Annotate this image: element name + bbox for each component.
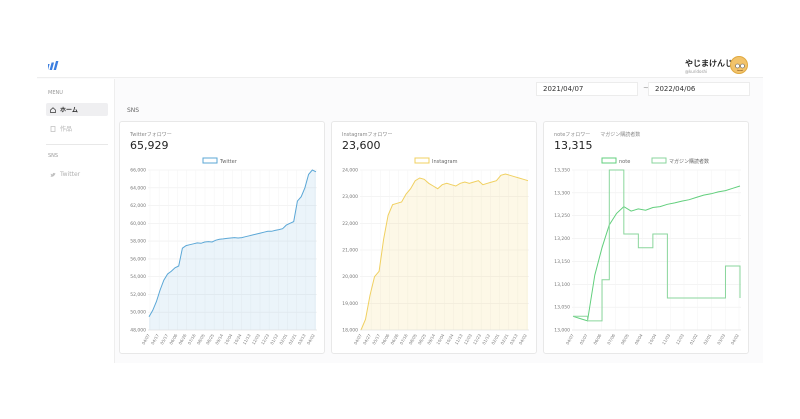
twitter-icon (50, 172, 56, 178)
note-card: noteフォロワー マガジン購読者数 13,315 note マガジン購読者数 13… (543, 121, 749, 354)
sidebar-item-label: ホーム (60, 105, 78, 114)
sidebar-divider (46, 144, 108, 145)
y-tick-label: 13,350 (554, 168, 570, 174)
start-date-input[interactable]: 2021/04/07 (536, 82, 638, 96)
instagram-chart: Instagram 24,000 23,000 22,000 21,000 20,000 1… (332, 122, 538, 355)
series-area (361, 174, 528, 330)
y-tick-label: 13,100 (554, 282, 570, 288)
user-name: やじまけんじ (685, 58, 733, 69)
top-bar (37, 48, 763, 78)
end-date-input[interactable]: 2022/04/06 (648, 82, 750, 96)
sidebar-item-label: Twitter (60, 171, 80, 178)
sidebar-item-home[interactable]: ホーム (46, 103, 108, 116)
x-tick-label: 04/07 (565, 333, 575, 346)
x-tick-label: 02/01 (702, 333, 712, 346)
avatar[interactable] (730, 56, 748, 74)
y-tick-label: 54,000 (130, 274, 146, 280)
y-tick-label: 13,050 (554, 305, 570, 311)
home-icon (50, 107, 56, 113)
avatar-face-icon (731, 57, 749, 75)
sns-label: SNS (48, 153, 58, 159)
legend-swatch[interactable] (652, 158, 666, 163)
y-tick-label: 64,000 (130, 185, 146, 191)
legend-swatch[interactable] (602, 158, 616, 163)
y-tick-label: 13,000 (554, 328, 570, 334)
y-tick-label: 56,000 (130, 256, 146, 262)
y-tick-label: 60,000 (130, 221, 146, 227)
user-handle: @kuridoshi (685, 69, 707, 74)
bars-logo-icon[interactable] (48, 61, 60, 70)
menu-label: MENU (48, 90, 63, 96)
x-tick-label: 04/02 (730, 333, 740, 346)
twitter-chart: Twitter 66,000 64,000 62,000 60,000 58,000 56,… (120, 122, 326, 355)
y-tick-label: 13,200 (554, 236, 570, 242)
y-tick-label: 24,000 (342, 168, 358, 174)
x-tick-label: 01/02 (689, 333, 699, 346)
x-tick-label: 10/04 (647, 333, 657, 346)
sidebar-item-twitter[interactable]: Twitter (46, 168, 108, 181)
y-tick-label: 18,000 (342, 328, 358, 334)
y-tick-label: 58,000 (130, 239, 146, 245)
y-tick-label: 20,000 (342, 274, 358, 280)
y-tick-label: 50,000 (130, 310, 146, 316)
instagram-card: Instagramフォロワー 23,600 Instagram 24,000 23,… (331, 121, 537, 354)
x-tick-label: 11/03 (661, 333, 671, 346)
sidebar-item-works[interactable]: 作品 (46, 122, 108, 135)
x-tick-label: 04/02 (306, 333, 316, 346)
x-tick-label: 08/05 (620, 333, 630, 346)
legend-label[interactable]: Twitter (219, 159, 238, 165)
y-tick-label: 13,300 (554, 190, 570, 196)
x-tick-label: 03/03 (716, 333, 726, 346)
x-tick-label: 04/02 (518, 333, 528, 346)
legend-swatch[interactable] (203, 158, 217, 163)
y-tick-label: 13,250 (554, 213, 570, 219)
twitter-card: Twitterフォロワー 65,929 Twitter 66,000 64,000 6… (119, 121, 325, 354)
y-tick-label: 22,000 (342, 221, 358, 227)
x-tick-label: 12/03 (675, 333, 685, 346)
sidebar-item-label: 作品 (60, 124, 72, 133)
doc-icon (50, 126, 56, 132)
x-tick-label: 05/07 (579, 333, 589, 346)
x-tick-label: 06/06 (592, 333, 602, 346)
legend-label[interactable]: マガジン購読者数 (669, 158, 709, 165)
x-tick-label: 07/06 (606, 333, 616, 346)
y-tick-label: 66,000 (130, 168, 146, 174)
y-tick-label: 62,000 (130, 203, 146, 209)
y-tick-label: 52,000 (130, 292, 146, 298)
legend-swatch[interactable] (415, 158, 429, 163)
y-tick-label: 13,150 (554, 259, 570, 265)
section-label: SNS (127, 107, 139, 114)
legend-label[interactable]: Instagram (432, 159, 458, 165)
legend-label[interactable]: note (619, 159, 630, 165)
y-tick-label: 23,000 (342, 194, 358, 200)
y-tick-label: 48,000 (130, 328, 146, 334)
y-tick-label: 21,000 (342, 248, 358, 254)
note-chart: note マガジン購読者数 13,350 13,300 13,250 13,200 13,1… (544, 122, 750, 355)
x-tick-label: 09/04 (634, 333, 644, 346)
y-tick-label: 19,000 (342, 301, 358, 307)
